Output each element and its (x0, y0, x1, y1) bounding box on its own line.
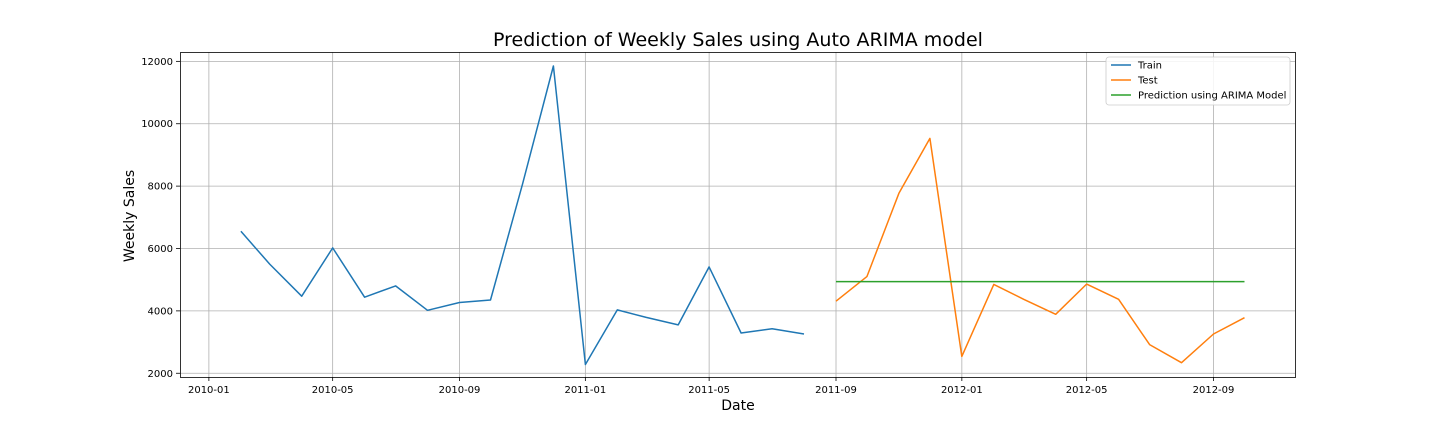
x-tick-label: 2012-05 (1066, 385, 1108, 396)
tick-layer: 2010-01 2010-05 2010-09 2011-01 2011-05 2011-… (141, 57, 1234, 396)
grid-layer (180, 52, 1295, 377)
x-tick-label: 2010-05 (312, 385, 354, 396)
x-tick-label: 2012-09 (1193, 385, 1235, 396)
x-tick-label: 2012-01 (941, 385, 983, 396)
plot-frame (180, 52, 1296, 378)
x-tick-label: 2010-09 (439, 385, 481, 396)
legend-box (1105, 56, 1291, 106)
y-tick-label: 6000 (148, 244, 173, 255)
x-tick-label: 2011-05 (688, 385, 730, 396)
y-tick-label: 12000 (141, 57, 173, 68)
y-tick-label: 8000 (148, 182, 173, 193)
series-line-test (835, 137, 1245, 364)
x-tick-label: 2011-01 (564, 385, 606, 396)
y-tick-label: 4000 (148, 306, 173, 317)
legend-label-test: Test (1137, 76, 1158, 87)
series-layer (240, 65, 1245, 366)
x-axis-label: Date (721, 398, 754, 414)
legend-label-prediction-using-arima-model: Prediction using ARIMA Model (1138, 91, 1286, 102)
series-line-train (240, 65, 805, 366)
y-axis-label: Weekly Sales (122, 170, 138, 262)
legend-label-train: Train (1137, 61, 1162, 72)
chart-title: Prediction of Weekly Sales using Auto AR… (493, 29, 983, 51)
legend: Train Test Prediction using ARIMA Model (1105, 56, 1291, 106)
x-tick-label: 2011-09 (815, 385, 857, 396)
y-tick-label: 10000 (141, 119, 173, 130)
y-tick-label: 2000 (148, 369, 173, 380)
x-tick-label: 2010-01 (188, 385, 230, 396)
